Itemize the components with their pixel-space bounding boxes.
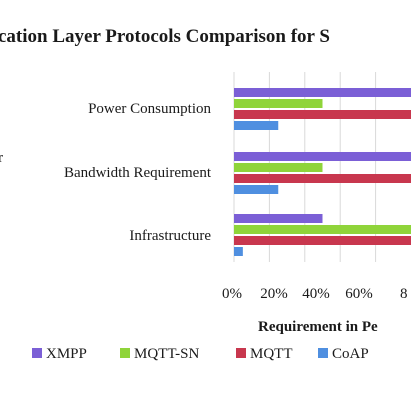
bar	[234, 152, 411, 161]
legend-label: MQTT-SN	[134, 346, 199, 362]
bars	[234, 88, 411, 256]
legend: XMPP MQTT-SN MQTT CoAP	[32, 346, 369, 362]
bar	[234, 236, 411, 245]
legend-swatch	[120, 348, 130, 358]
x-tick-label: 0%	[222, 286, 242, 302]
x-tick-label: 60%	[345, 286, 373, 302]
legend-swatch	[32, 348, 42, 358]
legend-label: CoAP	[332, 346, 369, 362]
bar	[234, 214, 323, 223]
left-axis-fragment: r	[0, 150, 3, 166]
x-tick-labels: 0% 20% 40% 60% 8	[222, 286, 408, 302]
bar	[234, 225, 411, 234]
category-labels: Power Consumption Bandwidth Requirement In…	[64, 101, 212, 244]
bar	[234, 247, 243, 256]
bar	[234, 185, 279, 194]
bar	[234, 110, 411, 119]
bar	[234, 163, 323, 172]
bar	[234, 174, 411, 183]
category-label: Power Consumption	[88, 101, 211, 117]
x-axis-title: Requirement in Pe	[258, 319, 378, 335]
legend-swatch	[318, 348, 328, 358]
x-tick-label: 8	[400, 286, 408, 302]
chart-title: cation Layer Protocols Comparison for S	[0, 26, 330, 47]
category-label: Infrastructure	[129, 228, 211, 244]
bar	[234, 121, 279, 130]
legend-swatch	[236, 348, 246, 358]
legend-label: MQTT	[250, 346, 293, 362]
x-tick-label: 20%	[260, 286, 288, 302]
legend-label: XMPP	[46, 346, 87, 362]
bar	[234, 88, 411, 97]
bar	[234, 99, 323, 108]
category-label: Bandwidth Requirement	[64, 165, 212, 181]
x-tick-label: 40%	[302, 286, 330, 302]
